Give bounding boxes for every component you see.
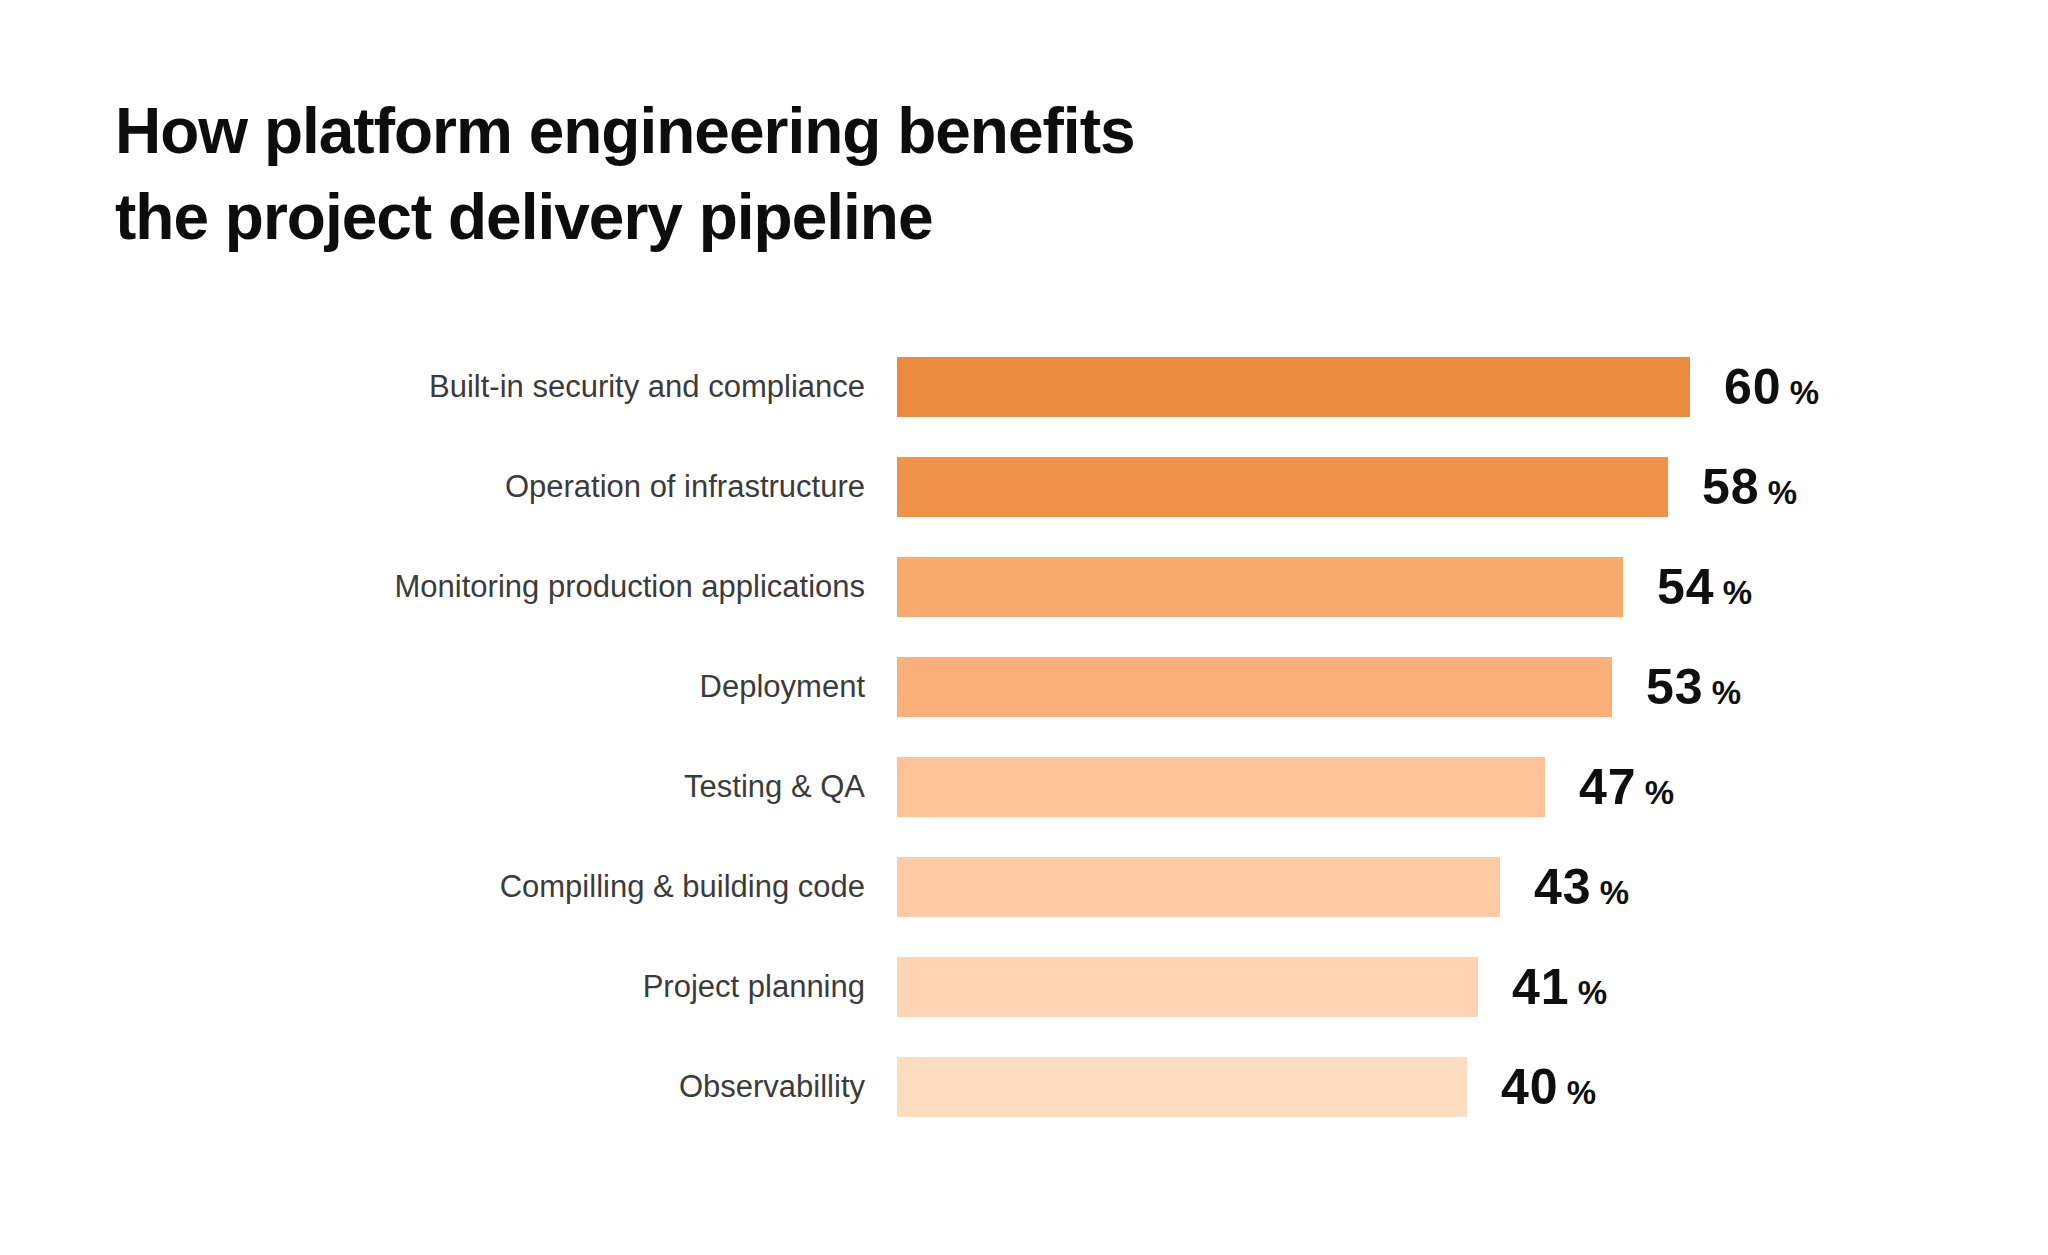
bar	[897, 857, 1500, 917]
bar-value-label: 40%	[1501, 1057, 1596, 1117]
bar-category-label: Monitoring production applications	[60, 557, 865, 617]
chart-title-line-2: the project delivery pipeline	[115, 174, 1135, 260]
bar-category-label: Testing & QA	[60, 757, 865, 817]
bar-value-percent-sign: %	[1567, 1074, 1596, 1111]
bar-value-label: 60%	[1724, 357, 1819, 417]
bar	[897, 357, 1690, 417]
bar-value-number: 43	[1534, 859, 1592, 915]
infographic-canvas: How platform engineering benefits the pr…	[0, 0, 2048, 1255]
bar-row: Project planning 41%	[0, 957, 2048, 1017]
bar-value-label: 41%	[1512, 957, 1607, 1017]
bar-category-label: Operation of infrastructure	[60, 457, 865, 517]
bar	[897, 757, 1545, 817]
bar-category-label: Observabillity	[60, 1057, 865, 1117]
chart-title: How platform engineering benefits the pr…	[115, 88, 1135, 260]
bar-value-number: 58	[1702, 459, 1760, 515]
bar-category-label: Project planning	[60, 957, 865, 1017]
bar	[897, 657, 1612, 717]
bar-value-percent-sign: %	[1578, 974, 1607, 1011]
bar-row: Compilling & building code 43%	[0, 857, 2048, 917]
bar	[897, 957, 1478, 1017]
bar-value-percent-sign: %	[1790, 374, 1819, 411]
bar	[897, 457, 1668, 517]
chart-title-line-1: How platform engineering benefits	[115, 88, 1135, 174]
bar-value-percent-sign: %	[1768, 474, 1797, 511]
bar-value-number: 60	[1724, 359, 1782, 415]
bar	[897, 1057, 1467, 1117]
bar-value-percent-sign: %	[1712, 674, 1741, 711]
bar-value-percent-sign: %	[1600, 874, 1629, 911]
bar-value-label: 54%	[1657, 557, 1752, 617]
bar-row: Observabillity 40%	[0, 1057, 2048, 1117]
bar-value-percent-sign: %	[1645, 774, 1674, 811]
bar-row: Deployment 53%	[0, 657, 2048, 717]
bar-category-label: Built-in security and compliance	[60, 357, 865, 417]
bar-value-number: 54	[1657, 559, 1715, 615]
bar-category-label: Deployment	[60, 657, 865, 717]
bar-value-percent-sign: %	[1723, 574, 1752, 611]
bar-value-label: 43%	[1534, 857, 1629, 917]
bar-category-label: Compilling & building code	[60, 857, 865, 917]
bar-row: Operation of infrastructure 58%	[0, 457, 2048, 517]
bar-value-number: 47	[1579, 759, 1637, 815]
bar-value-number: 53	[1646, 659, 1704, 715]
bar	[897, 557, 1623, 617]
bar-value-label: 53%	[1646, 657, 1741, 717]
bar-value-number: 41	[1512, 959, 1570, 1015]
bar-row: Built-in security and compliance 60%	[0, 357, 2048, 417]
bar-row: Testing & QA 47%	[0, 757, 2048, 817]
bar-row: Monitoring production applications 54%	[0, 557, 2048, 617]
bar-value-label: 58%	[1702, 457, 1797, 517]
bar-value-number: 40	[1501, 1059, 1559, 1115]
bar-value-label: 47%	[1579, 757, 1674, 817]
